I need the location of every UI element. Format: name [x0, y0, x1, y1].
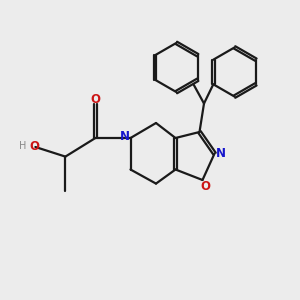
Text: N: N: [215, 146, 226, 160]
Text: O: O: [90, 92, 100, 106]
Text: H: H: [19, 141, 26, 152]
Text: O: O: [29, 140, 39, 153]
Text: O: O: [200, 179, 210, 193]
Text: N: N: [119, 130, 130, 143]
